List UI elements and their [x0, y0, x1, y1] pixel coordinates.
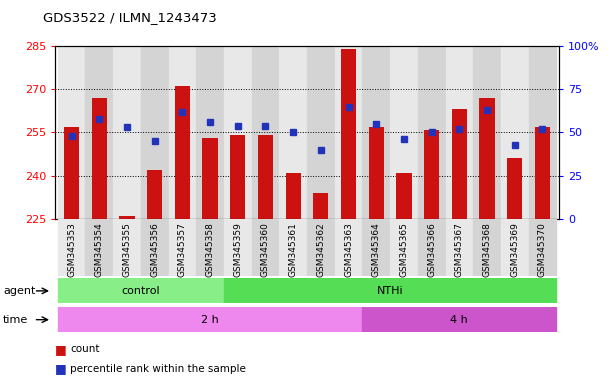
Text: GSM345367: GSM345367 [455, 222, 464, 276]
Bar [224, 46, 252, 219]
Text: GSM345356: GSM345356 [150, 222, 159, 276]
Text: GSM345359: GSM345359 [233, 222, 243, 276]
Bar [58, 278, 224, 303]
Bar [58, 46, 86, 219]
Text: GSM345368: GSM345368 [483, 222, 492, 276]
Bar [175, 86, 190, 219]
Bar [113, 46, 141, 219]
Text: 2 h: 2 h [201, 314, 219, 325]
Bar [252, 219, 279, 276]
Text: control: control [122, 286, 160, 296]
Bar [535, 127, 550, 219]
Bar [418, 46, 445, 219]
Bar [529, 219, 556, 276]
Text: GSM345357: GSM345357 [178, 222, 187, 276]
Text: GSM345353: GSM345353 [67, 222, 76, 276]
Bar [119, 216, 134, 219]
Text: GSM345366: GSM345366 [427, 222, 436, 276]
Text: GSM345358: GSM345358 [205, 222, 214, 276]
Bar [480, 98, 495, 219]
Bar [141, 46, 169, 219]
Text: GSM345361: GSM345361 [288, 222, 298, 276]
Bar [279, 219, 307, 276]
Bar [529, 46, 556, 219]
Bar [224, 219, 252, 276]
Text: ■: ■ [55, 362, 67, 375]
Bar [507, 158, 522, 219]
Bar [64, 127, 79, 219]
Bar [279, 46, 307, 219]
Bar [258, 135, 273, 219]
Bar [307, 46, 335, 219]
Text: GSM345354: GSM345354 [95, 222, 104, 276]
Bar [230, 135, 246, 219]
Text: agent: agent [3, 286, 35, 296]
Bar [390, 46, 418, 219]
Bar [473, 46, 501, 219]
Bar [341, 49, 356, 219]
Text: GSM345363: GSM345363 [344, 222, 353, 276]
Bar [86, 219, 113, 276]
Text: time: time [3, 314, 28, 325]
Text: NTHi: NTHi [377, 286, 403, 296]
Bar [362, 46, 390, 219]
Bar [390, 219, 418, 276]
Bar [501, 219, 529, 276]
Bar [169, 46, 196, 219]
Bar [424, 129, 439, 219]
Bar [335, 46, 362, 219]
Text: GSM345355: GSM345355 [122, 222, 131, 276]
Bar [368, 127, 384, 219]
Bar [196, 46, 224, 219]
Text: GSM345360: GSM345360 [261, 222, 270, 276]
Bar [307, 219, 335, 276]
Bar [285, 173, 301, 219]
Text: GSM345370: GSM345370 [538, 222, 547, 276]
Bar [86, 46, 113, 219]
Bar [313, 193, 329, 219]
Bar [501, 46, 529, 219]
Text: percentile rank within the sample: percentile rank within the sample [70, 364, 246, 374]
Bar [58, 219, 86, 276]
Bar [141, 219, 169, 276]
Text: GDS3522 / ILMN_1243473: GDS3522 / ILMN_1243473 [43, 12, 216, 25]
Text: GSM345369: GSM345369 [510, 222, 519, 276]
Text: GSM345362: GSM345362 [316, 222, 326, 276]
Bar [362, 307, 556, 332]
Bar [362, 219, 390, 276]
Bar [452, 109, 467, 219]
Bar [202, 138, 218, 219]
Bar [397, 173, 412, 219]
Bar [92, 98, 107, 219]
Bar [445, 46, 473, 219]
Bar [58, 307, 362, 332]
Bar [169, 219, 196, 276]
Bar [224, 278, 556, 303]
Bar [113, 219, 141, 276]
Text: GSM345365: GSM345365 [400, 222, 409, 276]
Text: count: count [70, 344, 100, 354]
Bar [335, 219, 362, 276]
Bar [473, 219, 501, 276]
Text: ■: ■ [55, 343, 67, 356]
Bar [252, 46, 279, 219]
Bar [445, 219, 473, 276]
Bar [196, 219, 224, 276]
Text: GSM345364: GSM345364 [371, 222, 381, 276]
Text: 4 h: 4 h [450, 314, 468, 325]
Bar [418, 219, 445, 276]
Bar [147, 170, 163, 219]
